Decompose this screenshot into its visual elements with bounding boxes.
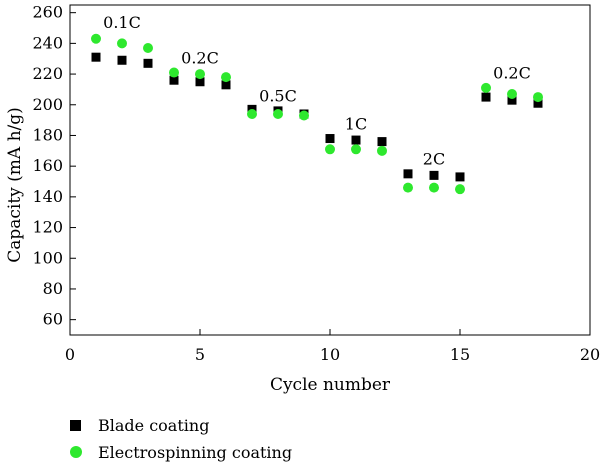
blade-point — [117, 55, 127, 65]
electrospinning-point — [533, 92, 543, 103]
electrospinning-point — [325, 144, 335, 155]
x-tick-label: 5 — [195, 345, 205, 364]
electrospinning-point — [117, 38, 127, 49]
electrospinning-point — [377, 145, 387, 156]
x-tick-label: 10 — [320, 345, 340, 364]
y-tick-label: 240 — [32, 33, 63, 52]
electrospinning-point — [169, 67, 179, 78]
blade-point — [351, 135, 361, 145]
legend-label-electrospinning: Electrospinning coating — [98, 443, 292, 462]
plot-border — [69, 4, 591, 336]
y-tick-label: 140 — [32, 187, 63, 206]
y-tick-label: 220 — [32, 64, 63, 83]
electrospinning-point — [429, 182, 439, 193]
electrospinning-point — [481, 82, 491, 93]
blade-point — [143, 58, 153, 68]
plot-frame — [69, 4, 591, 336]
rate-label: 0.5C — [259, 87, 297, 106]
electrospinning-point — [455, 184, 465, 195]
rate-label: 0.1C — [103, 13, 141, 32]
electrospinning-point — [507, 89, 517, 100]
blade-point — [91, 52, 101, 62]
blade-point — [169, 75, 179, 85]
blade-point — [325, 134, 335, 144]
x-axis-label: Cycle number — [270, 375, 391, 395]
x-tick-label: 20 — [580, 345, 600, 364]
y-tick-label: 60 — [43, 310, 63, 329]
y-tick-label: 180 — [32, 125, 63, 144]
blade-point — [377, 137, 387, 147]
y-tick-label: 260 — [32, 3, 63, 22]
data-points — [91, 33, 543, 195]
blade-point — [221, 80, 231, 90]
y-tick-label: 160 — [32, 156, 63, 175]
electrospinning-point — [403, 182, 413, 193]
blade-point — [429, 170, 439, 180]
y-tick-label: 200 — [32, 95, 63, 114]
electrospinning-point — [221, 72, 231, 83]
blade-point — [533, 98, 543, 108]
x-tick-label: 15 — [450, 345, 470, 364]
blade-point — [507, 95, 517, 105]
electrospinning-point — [351, 144, 361, 155]
rate-label: 0.2C — [493, 64, 531, 83]
blade-point — [455, 172, 465, 182]
rate-label: 1C — [345, 114, 367, 133]
legend-marker-blade — [70, 420, 81, 431]
axis-ticks — [69, 12, 591, 335]
legend-label-blade: Blade coating — [98, 416, 209, 435]
legend: Blade coating Electrospinning coating — [70, 416, 292, 462]
rate-label: 2C — [423, 150, 445, 169]
electrospinning-point — [247, 108, 257, 119]
y-tick-label: 80 — [43, 279, 63, 298]
electrospinning-point — [143, 42, 153, 53]
x-tick-label: 0 — [65, 345, 75, 364]
rate-label: 0.2C — [181, 48, 219, 67]
y-axis-label: Capacity (mA h/g) — [5, 107, 25, 263]
tick-labels: 0 5 10 15 20 60 80 100 120 140 160 180 200 220 240 260 — [32, 3, 600, 364]
electrospinning-point — [91, 33, 101, 44]
electrospinning-point — [299, 110, 309, 121]
legend-marker-electrospinning — [70, 446, 82, 458]
rate-annotations: 0.1C 0.2C 0.5C 1C 2C 0.2C — [103, 13, 531, 169]
electrospinning-point — [195, 69, 205, 80]
blade-point — [403, 169, 413, 179]
electrospinning-point — [273, 108, 283, 119]
blade-point — [481, 92, 491, 102]
blade-point — [195, 77, 205, 87]
y-tick-label: 100 — [32, 248, 63, 267]
y-tick-label: 120 — [32, 218, 63, 237]
